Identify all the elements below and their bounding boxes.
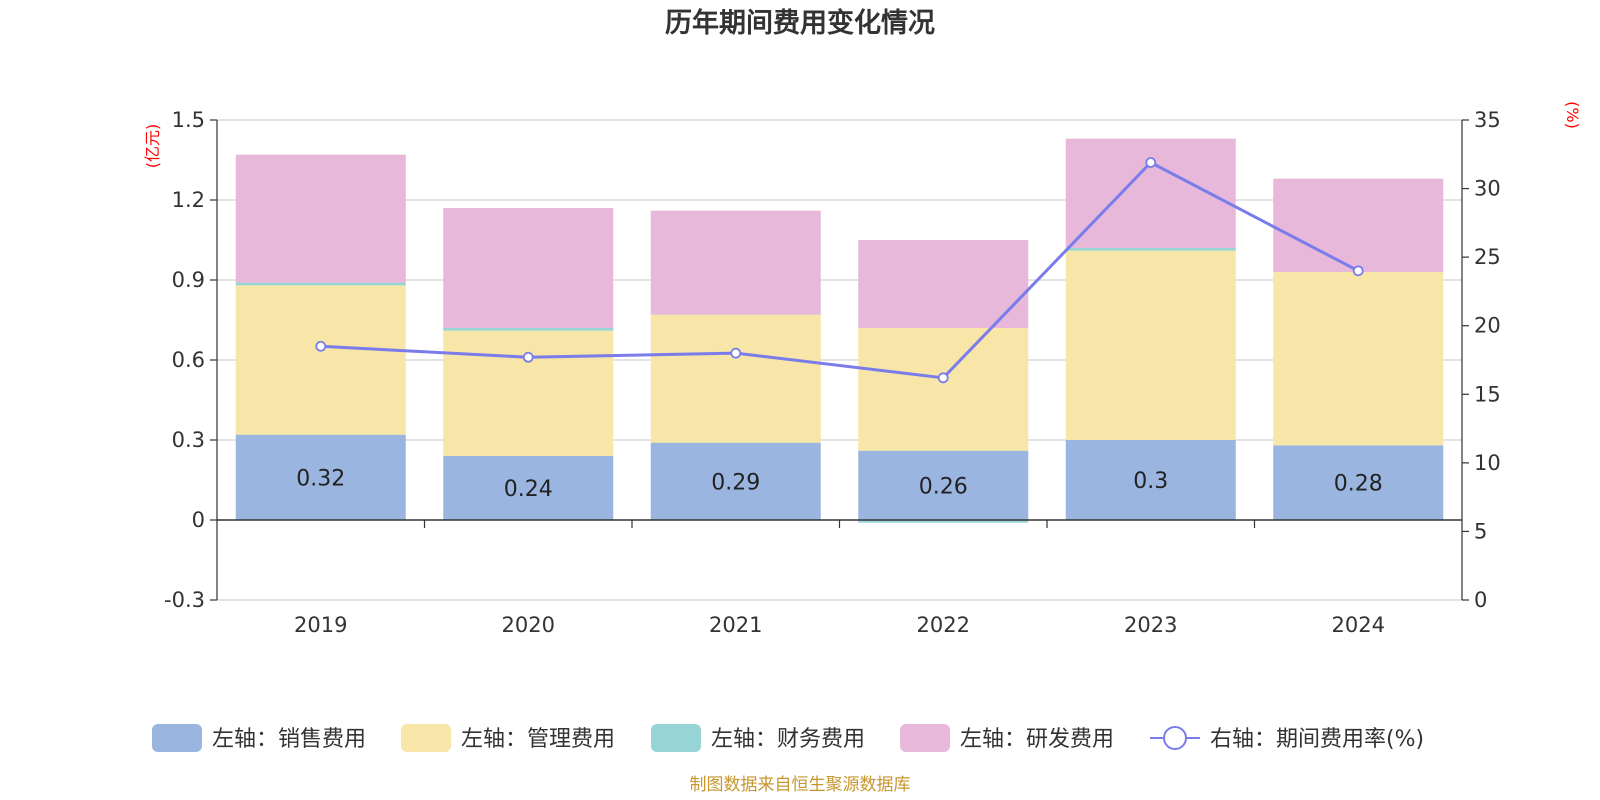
right-tick-label: 30 — [1474, 177, 1501, 201]
bar-segment-1-2022 — [858, 450, 1029, 520]
rate-line-group — [315, 157, 1364, 384]
bar-segment-2-2019 — [235, 285, 406, 435]
right-tick-label: 35 — [1474, 108, 1501, 132]
legend-label: 左轴：管理费用 — [461, 727, 615, 752]
bar-segment-2-2021 — [650, 314, 821, 443]
legend-swatch — [900, 724, 950, 752]
bar-segment-3-2022 — [858, 520, 1029, 523]
bar-segment-3-2020 — [443, 328, 614, 331]
bar-segment-4-2024 — [1273, 178, 1444, 272]
data-source-note: 制图数据来自恒生聚源数据库 — [690, 775, 911, 795]
legend: 左轴：销售费用 左轴：管理费用 左轴：财务费用 左轴：研发费用 右轴：期间费用率(%) — [152, 724, 1424, 752]
legend-swatch — [401, 724, 451, 752]
legend-label: 左轴：销售费用 — [212, 727, 366, 752]
category-label: 2023 — [1124, 613, 1177, 637]
right-tick-label: 0 — [1474, 588, 1487, 612]
bar-segment-3-2019 — [235, 282, 406, 286]
legend-swatch — [152, 724, 202, 752]
chart-title: 历年期间费用变化情况 — [665, 7, 935, 39]
bar-segment-4-2022 — [858, 240, 1029, 328]
bar-segment-1-2024 — [1273, 445, 1444, 520]
bar-segment-4-2019 — [235, 154, 406, 283]
bar-segment-2-2020 — [443, 330, 614, 456]
bar-segment-2-2023 — [1065, 250, 1236, 440]
rate-point — [1145, 157, 1157, 168]
rate-point — [937, 372, 949, 384]
left-tick-label: 0 — [192, 508, 205, 532]
bar-segment-2-2024 — [1273, 272, 1444, 446]
right-tick-label: 20 — [1474, 314, 1501, 338]
left-tick-label: 0.9 — [172, 268, 205, 292]
grid-lines — [217, 119, 1462, 601]
legend-label: 左轴：财务费用 — [711, 727, 865, 752]
bar-segment-1-2020 — [443, 456, 614, 520]
category-label: 2022 — [917, 613, 970, 637]
bar-segment-2-2022 — [858, 328, 1029, 451]
rate-point — [315, 340, 327, 352]
bar-segment-1-2023 — [1065, 440, 1236, 520]
right-axis-unit: (%) — [1563, 101, 1582, 129]
data-labels: 0.32 0.24 0.29 0.26 0.3 0.28 — [296, 466, 1382, 502]
category-label: 2020 — [502, 613, 555, 637]
right-tick-label: 25 — [1474, 245, 1501, 269]
legend-label: 右轴：期间费用率(%) — [1210, 727, 1424, 752]
right-tick-label: 5 — [1474, 519, 1487, 543]
category-label: 2021 — [709, 613, 762, 637]
right-tick-label: 10 — [1474, 451, 1501, 475]
category-label: 2019 — [294, 613, 347, 637]
legend-swatch-marker — [1163, 726, 1187, 750]
legend-label: 左轴：研发费用 — [960, 727, 1114, 752]
left-axis-unit: (亿元) — [143, 124, 162, 169]
bar-segment-3-2023 — [1065, 248, 1236, 251]
rate-line — [320, 160, 1359, 380]
bar-segment-1-2021 — [650, 442, 821, 520]
bar-segment-4-2021 — [650, 210, 821, 315]
axes: -0.3 0 0.3 0.6 0.9 1.2 1.5 0 5 10 15 20 25 30 35 2019 20… — [164, 108, 1501, 637]
data-label: 0.28 — [1334, 472, 1383, 497]
rate-point — [522, 351, 534, 363]
data-label: 0.32 — [296, 466, 345, 491]
data-label: 0.29 — [711, 470, 760, 495]
data-label: 0.3 — [1133, 469, 1168, 494]
rate-point — [730, 347, 742, 359]
legend-swatch — [651, 724, 701, 752]
rate-point — [1352, 265, 1364, 277]
left-tick-label: -0.3 — [164, 588, 205, 612]
left-tick-label: 1.5 — [172, 108, 205, 132]
data-label: 0.26 — [919, 474, 968, 499]
left-tick-label: 0.6 — [172, 348, 205, 372]
bar-segment-1-2019 — [235, 434, 406, 520]
left-tick-label: 1.2 — [172, 188, 205, 212]
category-label: 2024 — [1332, 613, 1385, 637]
data-label: 0.24 — [504, 477, 553, 502]
right-tick-label: 15 — [1474, 382, 1501, 406]
bar-segment-4-2020 — [443, 208, 614, 328]
bar-series-group — [235, 138, 1444, 523]
left-tick-label: 0.3 — [172, 428, 205, 452]
